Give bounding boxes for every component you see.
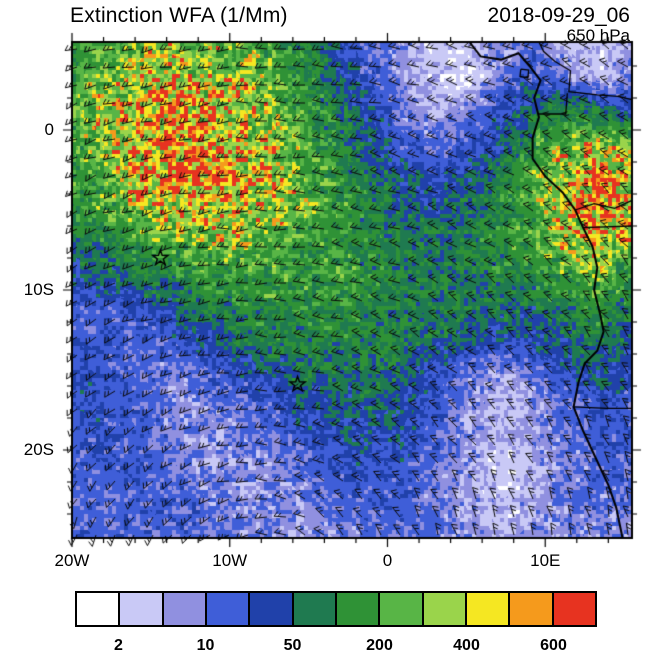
colorbar-cell [118, 593, 162, 625]
y-tick-label: 10S [23, 280, 54, 299]
colorbar-tick-label: 50 [283, 637, 302, 654]
colorbar-cell [77, 593, 119, 625]
y-tick-label: 0 [44, 120, 54, 139]
colorbar-cell [464, 593, 509, 625]
chart-datetime: 2018-09-29_06 [487, 4, 630, 27]
colorbar-tick-label: 10 [196, 637, 215, 654]
x-tick-label: 0 [382, 551, 393, 570]
colorbar-tick-label: 200 [366, 637, 393, 654]
x-tick-label: 10E [530, 551, 561, 570]
colorbar-cell [248, 593, 292, 625]
x-tick-label: 20W [54, 551, 90, 570]
colorbar-cell [204, 593, 249, 625]
colorbar-tick-label: 2 [114, 637, 123, 654]
colorbar-cell [378, 593, 422, 625]
colorbar [75, 591, 597, 627]
colorbar-cell [421, 593, 465, 625]
map-canvas [58, 28, 646, 552]
colorbar-tick-label: 600 [540, 637, 567, 654]
colorbar-cell [291, 593, 335, 625]
x-tick-label: 10W [212, 551, 248, 570]
colorbar-cell [334, 593, 379, 625]
colorbar-cell [161, 593, 205, 625]
colorbar-tick-label: 400 [453, 637, 480, 654]
colorbar-cell [508, 593, 552, 625]
y-tick-label: 20S [23, 440, 54, 459]
chart-title: Extinction WFA (1/Mm) [70, 4, 288, 27]
colorbar-cell [551, 593, 595, 625]
